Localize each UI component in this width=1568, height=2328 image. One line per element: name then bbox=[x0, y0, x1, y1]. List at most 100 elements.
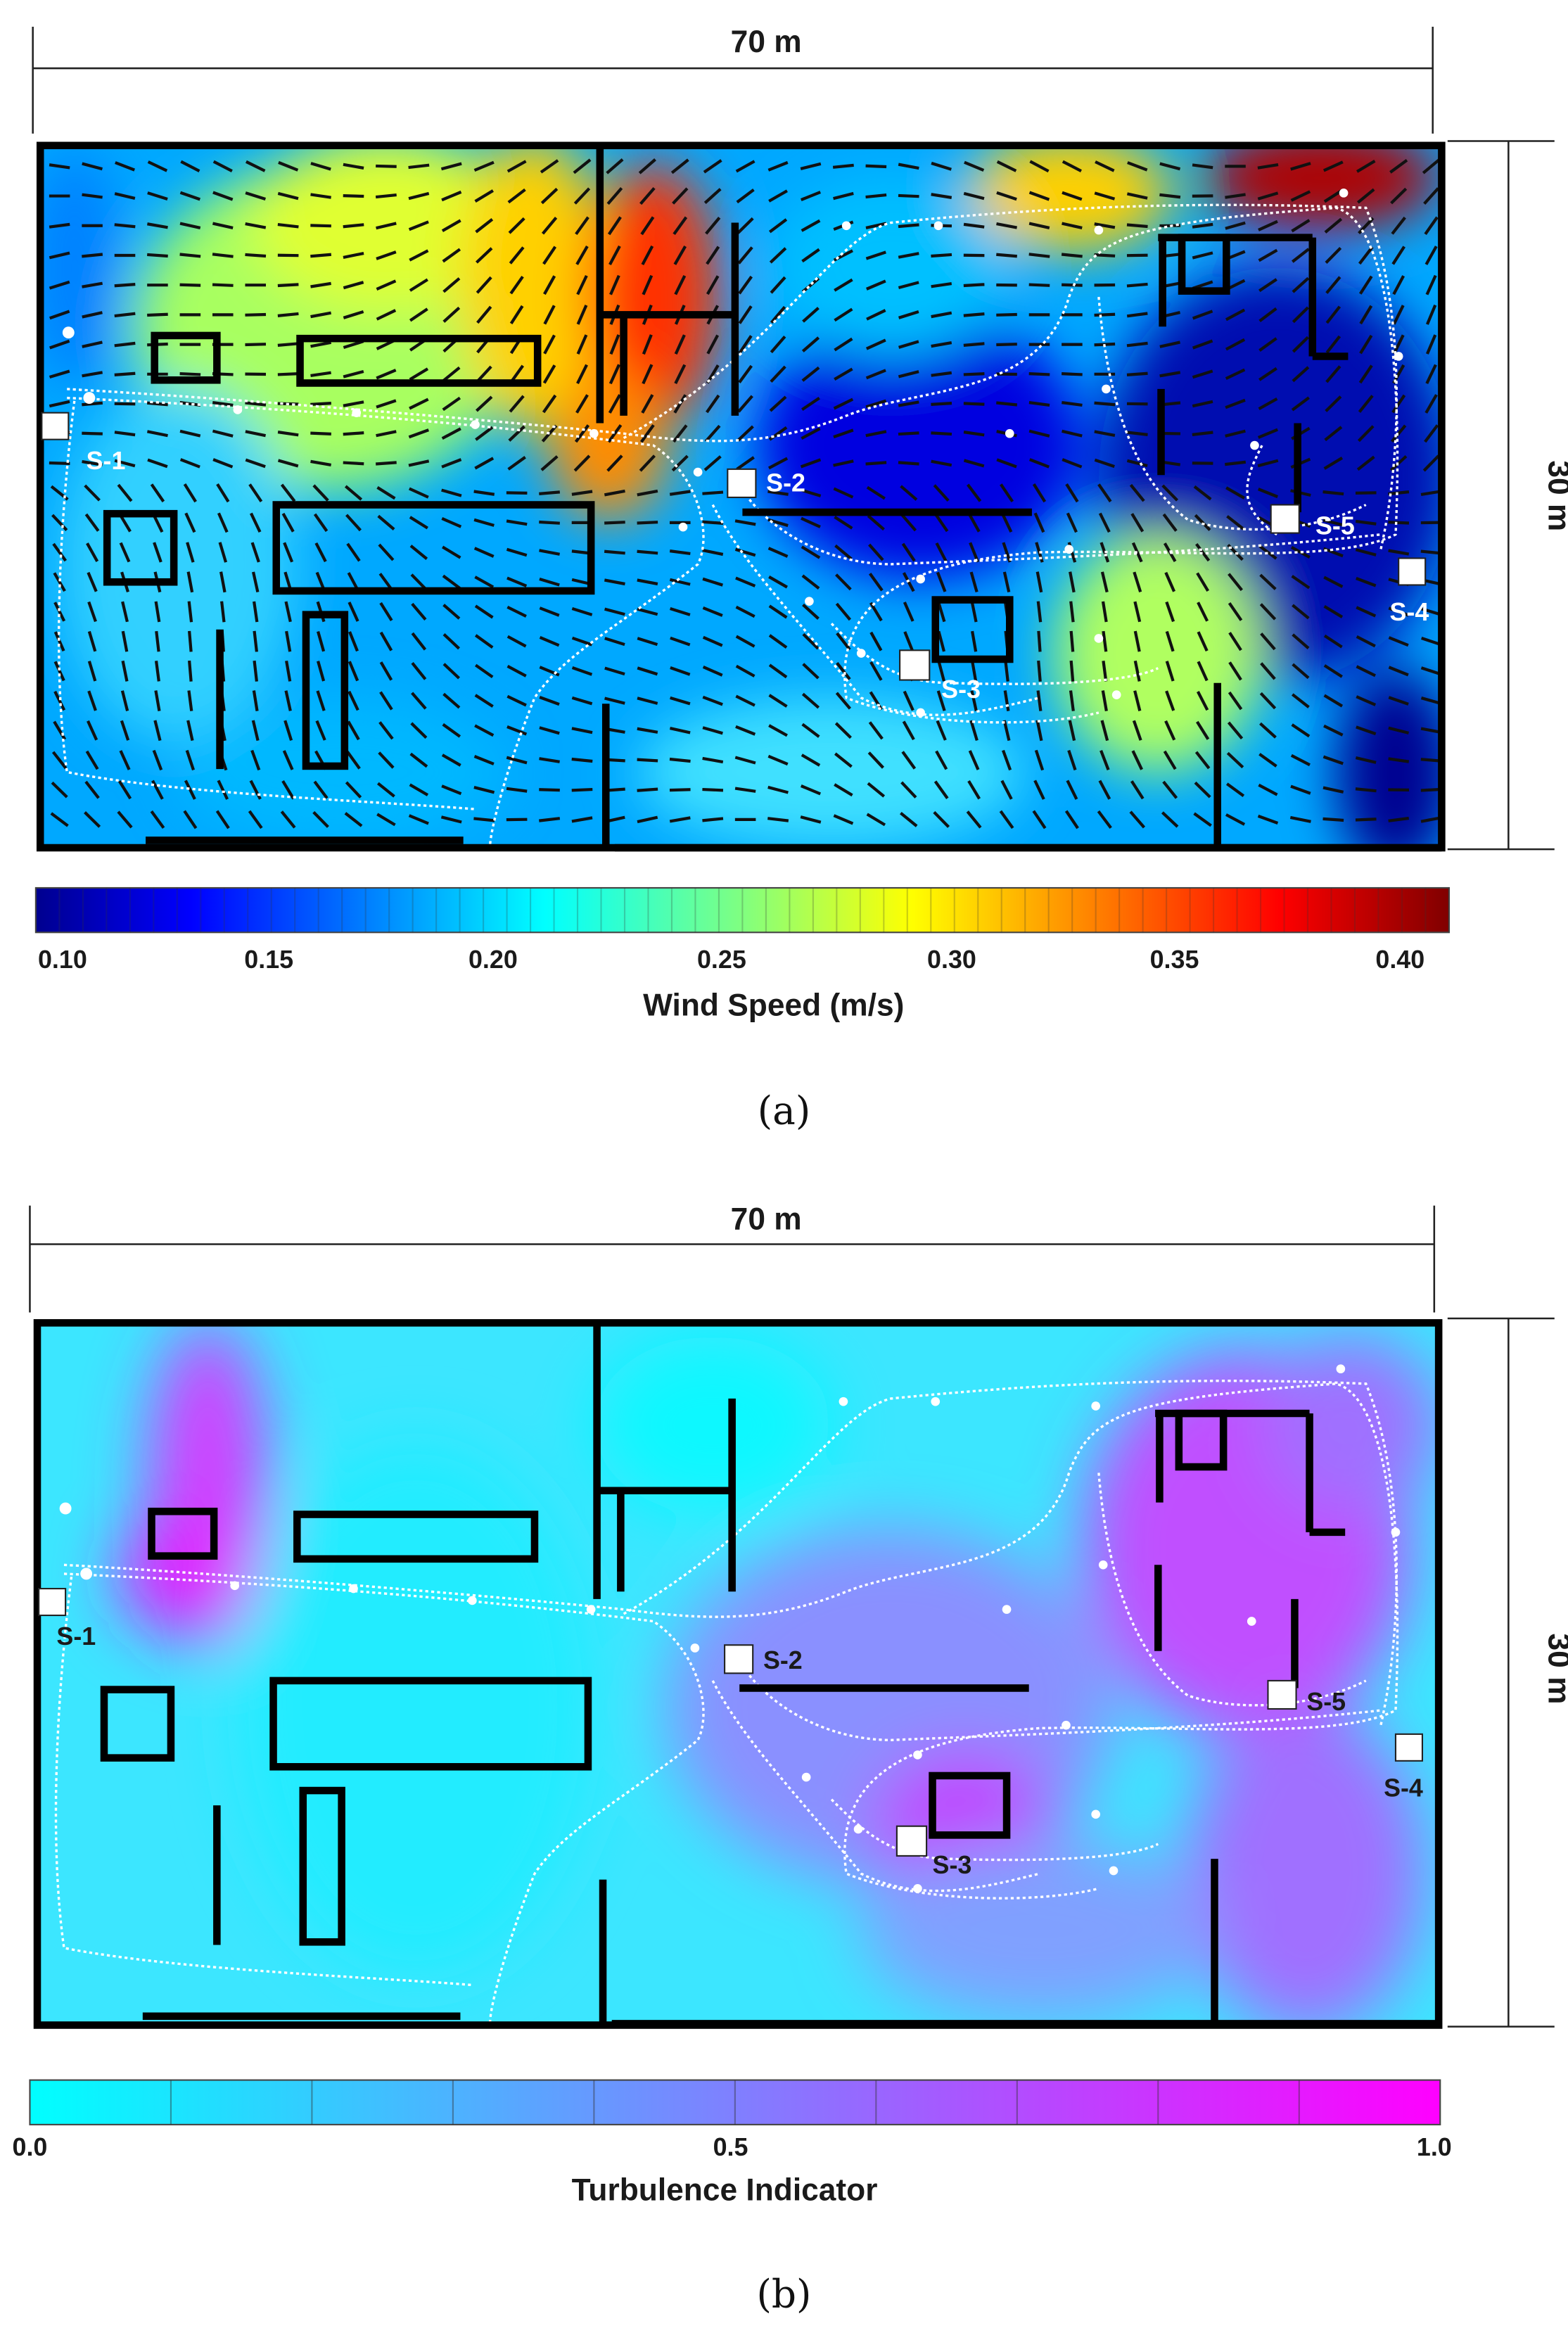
wind-vector bbox=[1062, 160, 1082, 172]
wind-vector bbox=[1037, 630, 1042, 652]
wind-vector bbox=[179, 191, 200, 201]
wind-vector bbox=[1002, 542, 1012, 563]
wind-vector bbox=[51, 514, 68, 532]
wind-vector bbox=[1066, 780, 1078, 800]
sensors: S-1 S-2 S-3 S-4 S-5 bbox=[38, 1587, 1423, 1879]
wind-vector bbox=[706, 246, 720, 265]
wind-vector bbox=[1165, 661, 1175, 682]
wind-vector bbox=[1290, 162, 1311, 171]
wind-vector bbox=[476, 276, 492, 294]
wind-vector bbox=[1225, 221, 1246, 230]
wind-vector bbox=[604, 489, 625, 497]
wind-vector bbox=[637, 787, 658, 792]
wind-vector bbox=[506, 519, 528, 526]
wind-vector bbox=[119, 542, 131, 563]
wind-vector bbox=[1035, 571, 1043, 593]
wind-vector bbox=[768, 663, 788, 679]
wind-vector bbox=[539, 606, 560, 617]
wind-vector bbox=[87, 601, 97, 623]
wind-vector bbox=[1356, 635, 1376, 648]
wind-vector bbox=[376, 279, 397, 291]
wind-vector bbox=[866, 813, 886, 827]
wind-vector bbox=[836, 661, 851, 680]
wind-vector bbox=[571, 607, 593, 616]
wind-vector bbox=[1259, 573, 1277, 590]
wind-vector bbox=[1357, 188, 1375, 204]
wind-vector bbox=[1358, 395, 1374, 413]
wind-vector bbox=[253, 601, 259, 623]
wind-vector bbox=[1101, 601, 1108, 623]
wind-vector bbox=[1388, 666, 1409, 677]
wind-vector bbox=[1424, 246, 1438, 265]
sensor-s3-marker bbox=[895, 1825, 928, 1857]
building-walls bbox=[33, 1319, 1443, 2029]
wind-vector bbox=[153, 542, 162, 563]
wind-vector bbox=[186, 571, 194, 593]
wind-vector bbox=[735, 664, 756, 678]
wind-vector bbox=[571, 816, 593, 823]
wind-vector bbox=[1161, 484, 1179, 502]
wind-vector bbox=[212, 160, 233, 172]
wind-vector bbox=[1228, 573, 1243, 592]
wind-vector bbox=[442, 545, 461, 559]
wind-vector bbox=[1094, 253, 1116, 257]
wind-vector bbox=[768, 604, 788, 619]
wind-vector bbox=[540, 455, 559, 471]
wind-vector bbox=[217, 780, 229, 800]
wind-vector bbox=[800, 191, 821, 202]
wind-vector bbox=[1257, 191, 1279, 201]
wind-vector bbox=[834, 544, 853, 561]
wind-vector bbox=[801, 397, 820, 411]
wind-vector bbox=[1425, 274, 1437, 295]
wind-vector bbox=[900, 781, 917, 799]
wind-vector bbox=[376, 399, 397, 409]
wind-vector bbox=[834, 307, 853, 322]
wind-vector bbox=[117, 780, 132, 800]
wind-vector bbox=[1322, 490, 1344, 496]
wind-vector bbox=[735, 635, 756, 648]
wind-vector bbox=[898, 281, 919, 290]
wind-vector bbox=[317, 661, 326, 682]
wind-vector bbox=[996, 222, 1018, 229]
wind-vector bbox=[738, 335, 753, 355]
wind-vector bbox=[343, 310, 364, 319]
wind-vector bbox=[1225, 398, 1246, 409]
wind-vector bbox=[509, 395, 525, 413]
wind-vector bbox=[542, 394, 557, 414]
wind-vector bbox=[442, 604, 461, 620]
wind-vector bbox=[119, 750, 131, 770]
wind-vector bbox=[1257, 814, 1279, 825]
wind-vector bbox=[1126, 223, 1148, 229]
wind-vector bbox=[409, 516, 428, 530]
wind-vector bbox=[1225, 813, 1246, 826]
wind-vector bbox=[931, 253, 952, 258]
wind-vector bbox=[376, 461, 397, 466]
sensor-s1-marker bbox=[41, 412, 70, 440]
wind-vector bbox=[348, 690, 359, 711]
wind-vector bbox=[865, 193, 887, 199]
wind-vector bbox=[506, 160, 527, 173]
wind-vector bbox=[1356, 455, 1375, 471]
wind-vector bbox=[212, 253, 234, 258]
wind-vector bbox=[184, 512, 196, 533]
wind-vector bbox=[506, 756, 528, 765]
wind-vector bbox=[408, 459, 430, 467]
wind-vector bbox=[1291, 575, 1311, 590]
wind-vector bbox=[1388, 521, 1410, 525]
wind-vector bbox=[343, 223, 364, 229]
wind-vector bbox=[253, 660, 259, 682]
wind-vector bbox=[1061, 253, 1083, 258]
wind-vector bbox=[963, 191, 985, 201]
wind-vector bbox=[117, 483, 133, 502]
wind-vector bbox=[473, 518, 495, 527]
wind-vector bbox=[474, 604, 494, 619]
wind-vector bbox=[1126, 371, 1148, 376]
wind-vector bbox=[931, 161, 952, 171]
wind-vector bbox=[442, 248, 461, 263]
wind-vector bbox=[1225, 338, 1246, 351]
sensor-s5-label: S-5 bbox=[1306, 1688, 1346, 1716]
wind-vector bbox=[245, 312, 267, 317]
wind-vector bbox=[1000, 512, 1013, 533]
sensors: S-1 S-2 S-3 S-4 S-5 bbox=[41, 412, 1429, 704]
wind-vector bbox=[1094, 430, 1116, 438]
